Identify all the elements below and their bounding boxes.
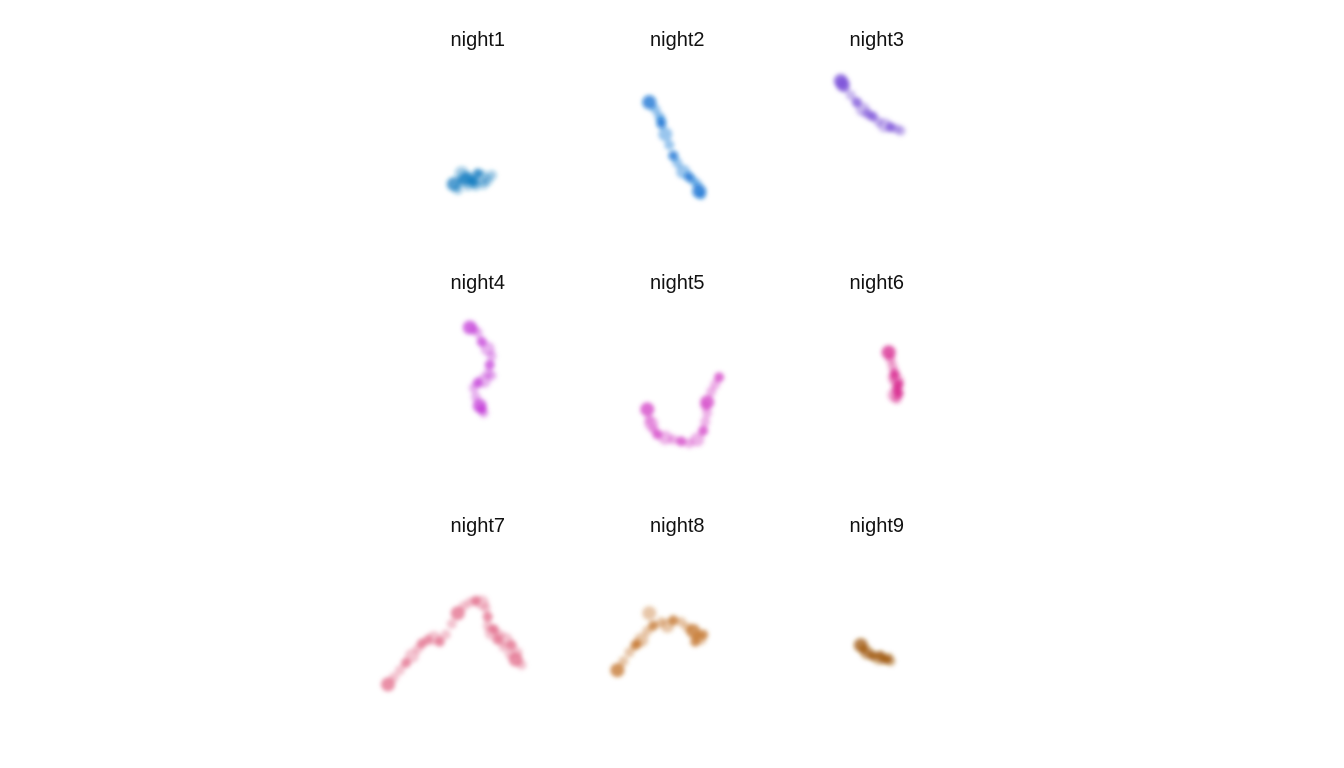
- data-point: [486, 351, 497, 361]
- data-point: [690, 432, 705, 447]
- data-point: [632, 638, 643, 649]
- facet-title: night8: [650, 515, 705, 537]
- data-point: [394, 665, 405, 676]
- data-point: [648, 620, 659, 631]
- facet-title: night3: [850, 29, 905, 51]
- data-point: [895, 125, 906, 136]
- facet-panel-night7: night7: [381, 515, 527, 692]
- facet-panel-night2: night2: [642, 29, 707, 200]
- data-point: [422, 634, 433, 645]
- facet-title: night7: [451, 515, 506, 537]
- density-points: [462, 320, 497, 418]
- data-point: [478, 179, 489, 190]
- data-point: [700, 400, 711, 411]
- data-point: [863, 109, 874, 120]
- data-point: [640, 402, 655, 417]
- data-point: [472, 168, 483, 179]
- data-point: [440, 629, 451, 640]
- data-point: [480, 602, 491, 613]
- data-point: [642, 606, 657, 621]
- panels-layer: night1 night2 night3 night4 night5 night6 nigh…: [381, 29, 906, 692]
- facet-panel-night4: night4: [451, 272, 506, 418]
- data-point: [857, 643, 868, 654]
- data-point: [676, 436, 687, 447]
- data-point: [486, 370, 497, 381]
- data-point: [516, 659, 527, 670]
- data-point: [887, 372, 898, 383]
- data-point: [486, 170, 497, 181]
- data-point: [389, 672, 399, 683]
- data-point: [672, 157, 683, 168]
- facet-panel-night8: night8: [610, 515, 709, 678]
- facet-title: night1: [451, 29, 506, 51]
- density-points: [642, 95, 707, 200]
- data-point: [664, 140, 675, 150]
- data-point: [875, 650, 886, 661]
- data-point: [446, 618, 457, 629]
- density-points: [381, 595, 527, 692]
- data-point: [891, 384, 902, 395]
- facet-panel-night5: night5: [640, 272, 725, 449]
- facet-title: night6: [850, 272, 905, 294]
- data-point: [488, 624, 499, 635]
- data-point: [476, 404, 487, 415]
- data-point: [698, 629, 709, 640]
- density-points: [853, 638, 896, 667]
- data-point: [458, 171, 473, 186]
- data-point: [624, 647, 635, 658]
- facet-panel-night3: night3: [833, 29, 906, 136]
- data-point: [656, 115, 667, 126]
- data-point: [482, 611, 493, 622]
- density-points: [610, 606, 709, 678]
- data-point: [883, 652, 894, 663]
- data-point: [468, 383, 479, 393]
- data-point: [668, 434, 679, 445]
- density-points: [446, 166, 497, 195]
- data-point: [698, 425, 709, 436]
- facet-title: night4: [451, 272, 506, 294]
- density-points: [640, 372, 725, 449]
- data-point: [452, 184, 463, 195]
- data-point: [470, 180, 481, 191]
- data-point: [484, 359, 495, 370]
- facet-panel-night1: night1: [446, 29, 506, 195]
- data-point: [658, 127, 673, 142]
- data-point: [700, 416, 711, 427]
- facet-title: night2: [650, 29, 705, 51]
- data-point: [714, 372, 725, 383]
- data-point: [610, 663, 625, 678]
- facet-title: night5: [650, 272, 705, 294]
- data-point: [472, 327, 483, 338]
- data-point: [618, 656, 629, 667]
- data-point: [434, 636, 445, 647]
- data-point: [512, 647, 523, 658]
- density-points: [833, 73, 906, 136]
- facet-panel-night6: night6: [850, 272, 905, 404]
- data-point: [696, 189, 707, 200]
- facet-title: night9: [850, 515, 905, 537]
- density-points: [881, 345, 904, 404]
- data-point: [644, 416, 659, 431]
- data-point: [835, 77, 850, 92]
- data-point: [668, 615, 679, 626]
- data-point: [845, 90, 856, 101]
- facet-panel-night9: night9: [850, 515, 905, 667]
- data-point: [690, 636, 701, 647]
